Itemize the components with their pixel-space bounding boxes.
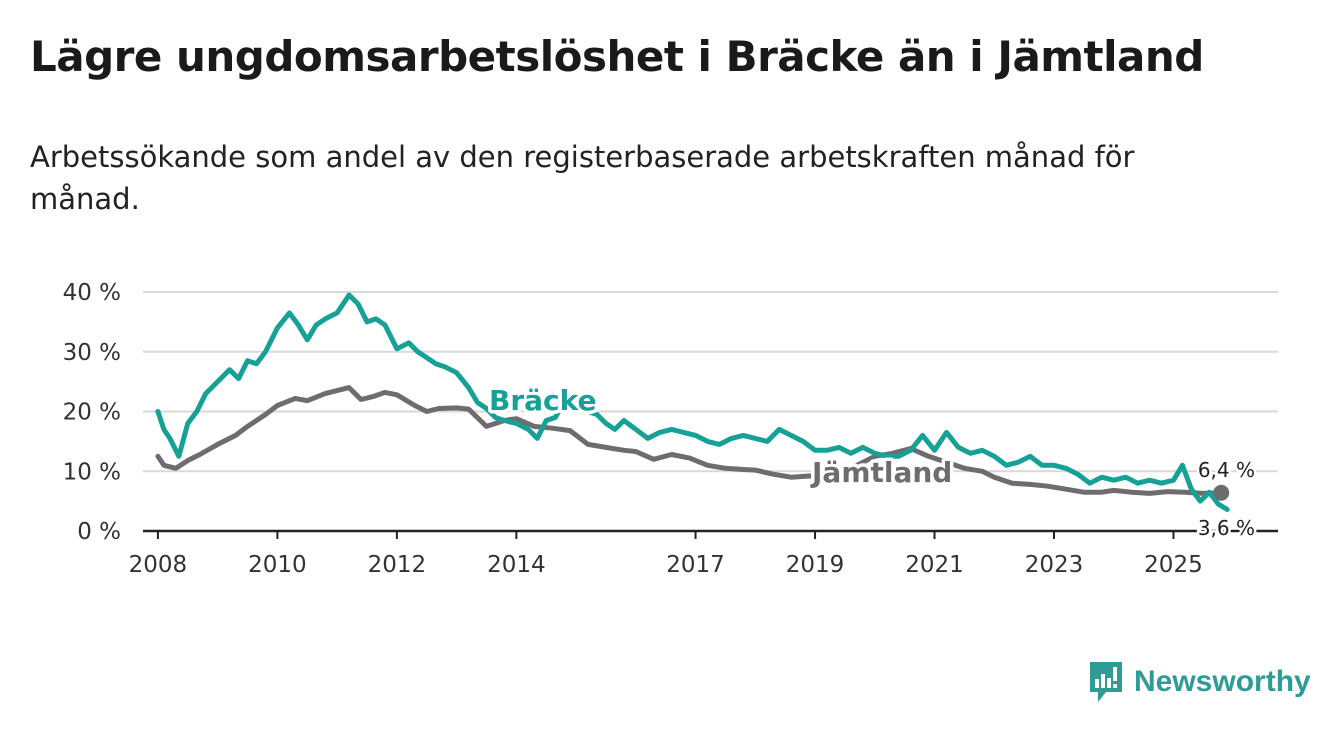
chart-title: Lägre ungdomsarbetslöshet i Bräcke än i … <box>30 32 1204 81</box>
label-layer: Bräcke Jämtland 6,4 % 3,6 % <box>486 381 1258 543</box>
x-tick-label: 2019 <box>786 552 845 578</box>
series-line-bracke <box>155 292 1230 512</box>
grid-layer <box>143 291 1278 473</box>
series-layer <box>155 292 1230 512</box>
x-tick-label: 2023 <box>1025 552 1084 578</box>
end-label-bracke: 3,6 % <box>1198 516 1255 540</box>
axis-layer: 0 % 10 % 20 % 30 % 40 % 2008 2010 2012 2014 2017 2… <box>63 280 1278 578</box>
x-tick-label: 2014 <box>487 552 546 578</box>
series-label-bracke: Bräcke <box>489 384 597 417</box>
end-marker-jamtland <box>1213 484 1230 501</box>
brand-name: Newsworthy <box>1134 665 1311 698</box>
y-tick-label: 10 % <box>63 459 121 485</box>
x-tick-label: 2025 <box>1144 552 1203 578</box>
x-tick-label: 2008 <box>129 552 188 578</box>
series-line-jamtland <box>155 385 1224 496</box>
y-tick-label: 20 % <box>63 400 121 426</box>
x-tick-label: 2010 <box>248 552 307 578</box>
series-label-jamtland: Jämtland <box>810 456 952 489</box>
y-tick-label: 0 % <box>77 519 121 545</box>
y-tick-label: 30 % <box>63 340 121 366</box>
x-tick-label: 2021 <box>905 552 964 578</box>
bar-chart-exclamation-icon <box>1090 662 1122 702</box>
end-label-jamtland: 6,4 % <box>1198 458 1255 482</box>
y-tick-label: 40 % <box>63 280 121 306</box>
chart-subtitle: Arbetssökande som andel av den registerb… <box>30 140 1135 216</box>
x-tick-label: 2012 <box>368 552 427 578</box>
brand-logo: Newsworthy <box>1088 660 1311 704</box>
x-tick-label: 2017 <box>666 552 725 578</box>
